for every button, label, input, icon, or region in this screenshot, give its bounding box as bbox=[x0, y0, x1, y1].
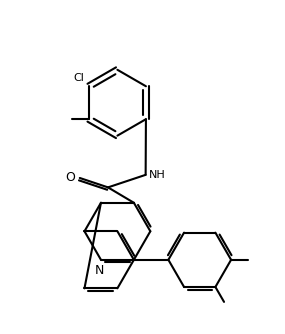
Text: O: O bbox=[65, 171, 75, 184]
Text: Cl: Cl bbox=[73, 73, 84, 83]
Text: NH: NH bbox=[149, 170, 166, 180]
Text: N: N bbox=[95, 264, 104, 277]
